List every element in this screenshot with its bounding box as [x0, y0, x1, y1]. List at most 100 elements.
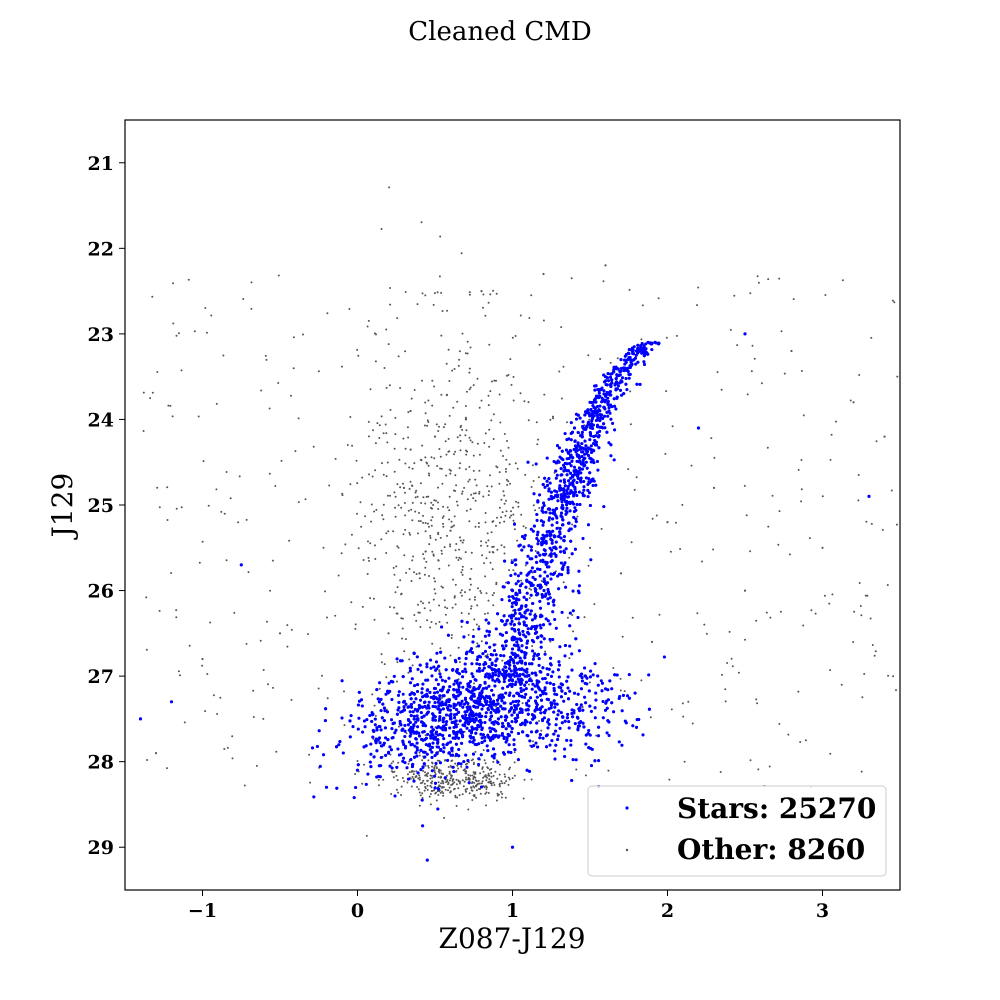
star-point: [557, 709, 561, 713]
other-point: [473, 781, 476, 784]
star-point: [552, 732, 556, 736]
other-point: [449, 545, 452, 548]
other-point: [394, 416, 397, 419]
star-point: [354, 786, 358, 789]
other-point: [408, 760, 411, 763]
star-point: [397, 753, 401, 757]
other-point: [158, 609, 161, 612]
other-point: [392, 776, 395, 779]
star-point: [611, 421, 615, 425]
other-point: [408, 658, 411, 661]
other-point: [893, 301, 896, 304]
star-point: [475, 662, 479, 666]
other-point: [766, 446, 769, 449]
other-point: [364, 515, 367, 518]
other-point: [429, 537, 432, 539]
other-point: [484, 612, 486, 615]
star-point: [324, 785, 329, 789]
other-point: [467, 808, 470, 811]
other-point: [519, 392, 522, 395]
other-point: [496, 777, 499, 780]
other-point: [441, 310, 444, 312]
other-point: [476, 604, 479, 607]
other-point: [669, 550, 672, 553]
other-point: [414, 491, 417, 494]
other-point: [431, 642, 434, 645]
other-point: [429, 803, 432, 806]
other-point: [458, 556, 461, 559]
star-point: [521, 629, 525, 633]
other-point: [441, 780, 444, 783]
other-point: [665, 336, 668, 339]
star-point: [416, 725, 420, 729]
star-point: [541, 523, 545, 527]
other-point: [562, 581, 565, 584]
other-point: [366, 573, 369, 575]
other-point: [417, 788, 420, 791]
other-point: [510, 514, 513, 517]
other-point: [290, 394, 292, 397]
star-point: [562, 535, 566, 539]
other-point: [407, 762, 410, 765]
other-point: [243, 784, 246, 787]
star-point: [402, 705, 406, 709]
star-point: [575, 481, 579, 484]
other-point: [472, 497, 475, 500]
other-point: [354, 623, 357, 626]
other-point: [470, 786, 473, 789]
star-point: [555, 461, 558, 465]
star-point: [426, 732, 430, 736]
other-point: [441, 586, 444, 589]
other-point: [829, 458, 832, 461]
other-point: [451, 369, 454, 372]
other-point: [431, 550, 434, 553]
star-point: [239, 563, 243, 567]
other-point: [455, 770, 458, 773]
star-point: [464, 670, 468, 674]
other-point: [368, 473, 370, 476]
other-point: [175, 334, 178, 337]
other-point: [490, 380, 493, 383]
other-point: [326, 697, 329, 700]
other-point: [858, 582, 861, 584]
other-point: [478, 453, 481, 456]
other-point: [418, 791, 421, 794]
other-point: [238, 475, 241, 478]
other-point: [568, 556, 571, 559]
other-point: [721, 673, 723, 676]
other-point: [457, 646, 460, 649]
other-point: [649, 716, 652, 719]
other-point: [461, 568, 464, 571]
other-point: [444, 613, 447, 616]
other-point: [442, 792, 445, 795]
other-point: [623, 690, 626, 693]
star-point: [419, 711, 423, 715]
other-point: [374, 442, 377, 445]
other-point: [394, 495, 397, 498]
other-point: [679, 548, 682, 550]
star-point: [526, 554, 530, 558]
other-point: [179, 674, 181, 677]
other-point: [890, 489, 893, 492]
other-point: [726, 662, 729, 664]
star-point: [542, 577, 546, 581]
other-point: [558, 370, 561, 373]
star-point: [610, 687, 614, 691]
other-point: [250, 307, 253, 310]
other-point: [498, 785, 501, 788]
other-point: [454, 794, 457, 797]
other-point: [245, 518, 248, 521]
other-point: [426, 779, 429, 782]
other-point: [407, 509, 410, 512]
other-point: [495, 379, 497, 382]
star-point: [552, 460, 556, 463]
other-point: [716, 371, 719, 374]
other-point: [487, 539, 490, 542]
other-point: [448, 495, 451, 498]
other-point: [849, 399, 852, 402]
other-point: [459, 536, 461, 539]
other-point: [428, 543, 431, 546]
other-point: [360, 525, 363, 528]
other-point: [455, 778, 458, 781]
other-point: [429, 534, 432, 537]
